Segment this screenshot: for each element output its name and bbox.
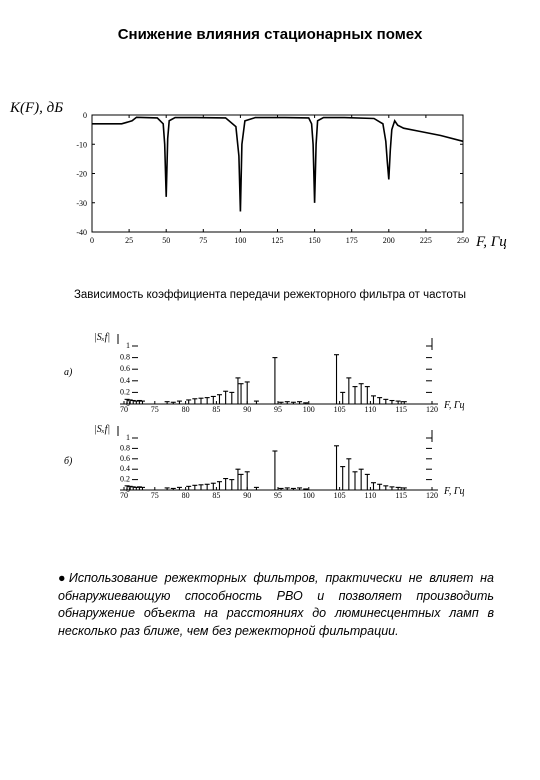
chart1-xlabel: F, Гц bbox=[475, 234, 507, 250]
chart2-xtick-label: 110 bbox=[365, 405, 377, 414]
chart2-ytick-label: 0.6 bbox=[120, 364, 130, 373]
chart3-xtick-label: 120 bbox=[426, 491, 438, 500]
chart1-ytick-label: 0 bbox=[83, 111, 87, 120]
chart3-xtick-label: 105 bbox=[334, 491, 346, 500]
page-title: Снижение влияния стационарных помех bbox=[117, 26, 423, 43]
chart3-xtick-label: 95 bbox=[274, 491, 282, 500]
chart3-ytick-label: 0 bbox=[126, 485, 130, 494]
chart2-xtick-label: 70 bbox=[120, 405, 128, 414]
chart3-ytick-label: 0.2 bbox=[120, 475, 130, 484]
chart2-xtick-label: 95 bbox=[274, 405, 282, 414]
chart1-xtick-label: 250 bbox=[457, 236, 469, 245]
chart2-panel-label: а) bbox=[64, 367, 73, 378]
chart2-xtick-label: 120 bbox=[426, 405, 438, 414]
chart3-panel-label: б) bbox=[64, 456, 73, 467]
chart3-ytick-label: 0.6 bbox=[120, 454, 130, 463]
chart3-xtick-label: 80 bbox=[182, 491, 190, 500]
chart1-xtick-label: 175 bbox=[346, 236, 358, 245]
chart1-xtick-label: 150 bbox=[309, 236, 321, 245]
chart3-xtick-label: 100 bbox=[303, 491, 315, 500]
chart1-series-line bbox=[92, 116, 464, 212]
chart2-xtick-label: 90 bbox=[243, 405, 251, 414]
chart1-ytick-label: -40 bbox=[76, 228, 87, 237]
chart1-xtick-label: 50 bbox=[162, 236, 170, 245]
chart1-xtick-label: 0 bbox=[90, 236, 94, 245]
bullet-icon: ● bbox=[58, 571, 69, 585]
chart2-ytick-label: 0 bbox=[126, 399, 130, 408]
chart3-xtick-label: 75 bbox=[151, 491, 159, 500]
chart3-ytick-label: 1 bbox=[126, 433, 130, 442]
chart2-xtick-label: 100 bbox=[303, 405, 315, 414]
chart2-ytick-label: 0.4 bbox=[120, 376, 130, 385]
chart3-ytick-label: 0.4 bbox=[120, 464, 130, 473]
chart1-ylabel: K(F), дБ bbox=[9, 100, 63, 116]
bullet-paragraph: ●Использование режекторных фильтров, пра… bbox=[58, 570, 494, 640]
chart1-ytick-label: -30 bbox=[76, 199, 87, 208]
chart2-ytick-label: 1 bbox=[126, 341, 130, 350]
chart1-xtick-label: 200 bbox=[383, 236, 395, 245]
chart1-ytick-label: -10 bbox=[76, 140, 87, 149]
chart3-xtick-label: 110 bbox=[365, 491, 377, 500]
chart1-xtick-label: 100 bbox=[234, 236, 246, 245]
chart1-ytick-label: -20 bbox=[76, 170, 87, 179]
chart2-xtick-label: 75 bbox=[151, 405, 159, 414]
chart3-ytick-label: 0.8 bbox=[120, 443, 130, 452]
chart1-xtick-label: 225 bbox=[420, 236, 432, 245]
bullet-text: Использование режекторных фильтров, прак… bbox=[58, 571, 494, 638]
chart2-ylabel: |Sₓf| bbox=[94, 332, 110, 343]
chart1-xtick-label: 75 bbox=[199, 236, 207, 245]
chart2-ytick-label: 0.8 bbox=[120, 353, 130, 362]
figure-caption: Зависимость коэффициента передачи режект… bbox=[73, 289, 467, 301]
chart3-xtick-label: 85 bbox=[212, 491, 220, 500]
chart1-xtick-label: 25 bbox=[125, 236, 133, 245]
chart2-xtick-label: 115 bbox=[395, 405, 407, 414]
chart3-xtick-label: 115 bbox=[395, 491, 407, 500]
chart2-xtick-label: 80 bbox=[182, 405, 190, 414]
chart3-xlabel: F, Гц bbox=[443, 486, 465, 497]
chart3-xtick-label: 90 bbox=[243, 491, 251, 500]
chart3-xtick-label: 70 bbox=[120, 491, 128, 500]
chart2-xtick-label: 105 bbox=[334, 405, 346, 414]
chart2-xtick-label: 85 bbox=[212, 405, 220, 414]
chart1-ticks: 0 25 50 75 100 125 150 175 200 225 250 0 -10 -20 -30 -4… bbox=[76, 111, 469, 245]
chart2-ytick-label: 0.2 bbox=[120, 387, 130, 396]
chart1-xtick-label: 125 bbox=[272, 236, 284, 245]
chart3-ylabel: |Sₓf| bbox=[94, 424, 110, 435]
chart2-xlabel: F, Гц bbox=[443, 400, 465, 411]
